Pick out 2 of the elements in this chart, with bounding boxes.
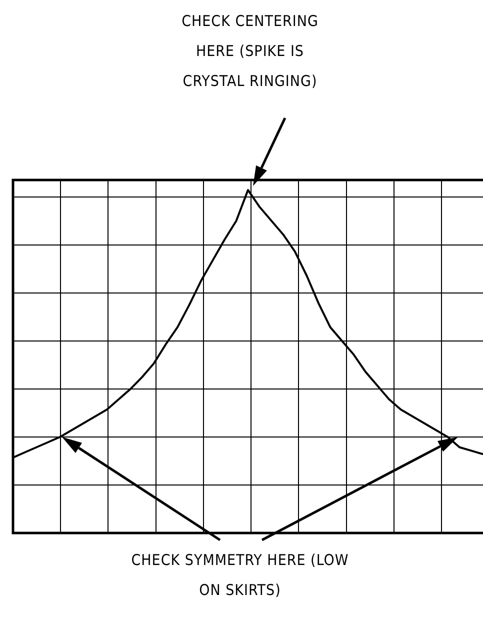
text: CHECK CENTERING HERE (SPIKE IS CRYSTAL RINGING) <box>180 11 320 92</box>
text: CHECK SYMMETRY HERE (LOW ON SKIRTS) <box>130 550 350 601</box>
